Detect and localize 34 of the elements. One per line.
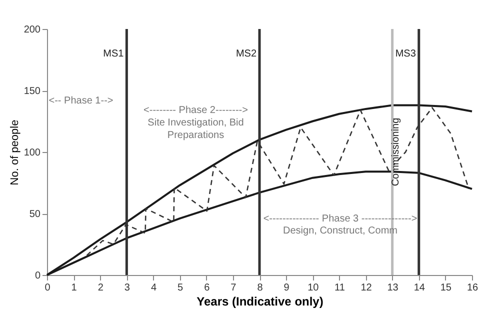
annotation: Preparations bbox=[167, 130, 224, 141]
x-tick-label: 1 bbox=[71, 282, 78, 294]
x-tick-label: 7 bbox=[230, 282, 237, 294]
annotation: <--------------- Phase 3 ---------------> bbox=[263, 213, 418, 224]
y-tick-label: 200 bbox=[24, 24, 41, 36]
x-tick-label: 8 bbox=[257, 282, 264, 294]
x-tick-label: 3 bbox=[124, 282, 130, 294]
x-tick-label: 14 bbox=[414, 282, 426, 294]
y-tick-label: 150 bbox=[24, 86, 41, 97]
x-tick-label: 2 bbox=[98, 282, 104, 294]
y-tick-label: 0 bbox=[34, 270, 41, 282]
x-tick-label: 4 bbox=[150, 282, 157, 294]
ref-line-label: MS3 bbox=[395, 48, 416, 60]
x-tick-label: 5 bbox=[178, 282, 184, 294]
x-tick-label: 11 bbox=[334, 282, 346, 294]
x-tick-label: 9 bbox=[284, 282, 290, 294]
annotation: Site Investigation, Bid bbox=[148, 117, 244, 128]
y-tick-label: 100 bbox=[24, 148, 41, 158]
x-axis-title: Years (Indicative only) bbox=[196, 294, 324, 308]
x-tick-label: 16 bbox=[466, 282, 478, 294]
annotation: Design, Construct, Comm bbox=[283, 226, 398, 237]
ref-line-label: MS2 bbox=[236, 48, 257, 60]
ref-line-label: Commissioning bbox=[390, 118, 402, 186]
x-tick-label: 13 bbox=[387, 282, 399, 294]
annotation: <-- Phase 1--> bbox=[48, 95, 114, 106]
y-tick-label: 50 bbox=[29, 209, 41, 220]
ref-line-label: MS1 bbox=[103, 48, 124, 60]
x-tick-label: 10 bbox=[308, 282, 320, 294]
x-tick-label: 12 bbox=[360, 282, 372, 294]
y-axis-title: No. of people bbox=[8, 120, 21, 186]
x-tick-label: 15 bbox=[440, 282, 452, 294]
annotation: <-------- Phase 2--------> bbox=[144, 105, 248, 116]
x-tick-label: 6 bbox=[204, 282, 210, 294]
x-tick-label: 0 bbox=[44, 282, 51, 294]
